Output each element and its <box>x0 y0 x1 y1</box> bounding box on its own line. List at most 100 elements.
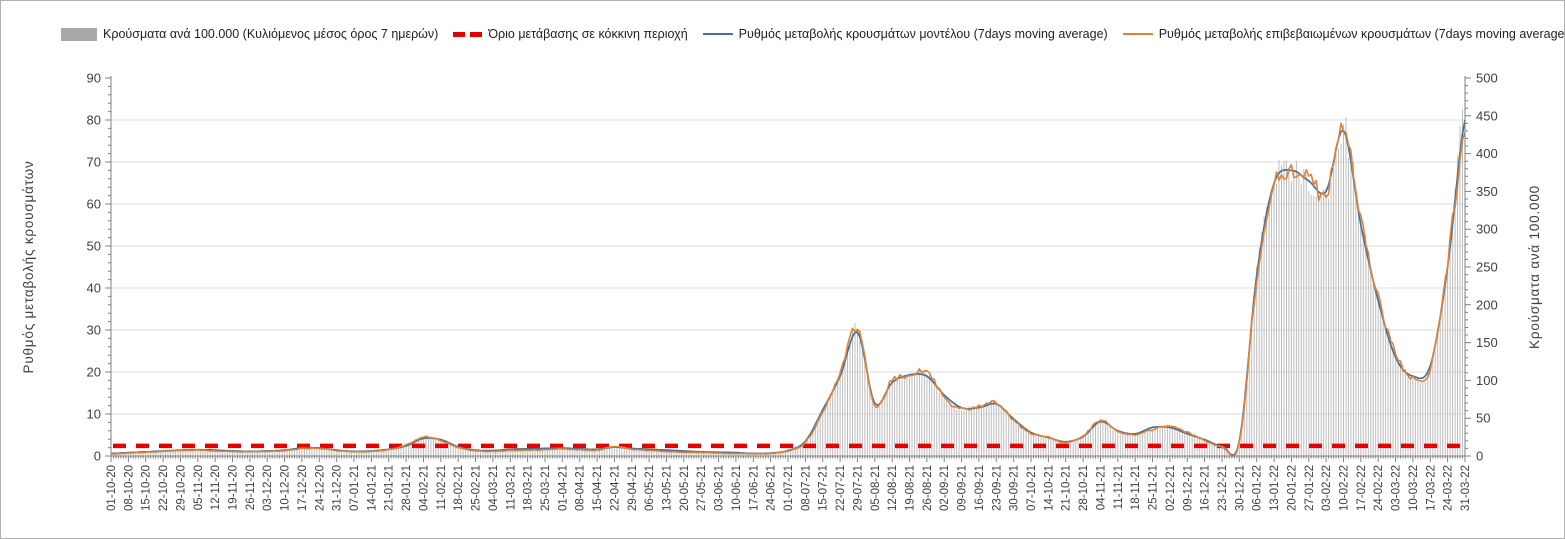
svg-text:200: 200 <box>1476 297 1498 312</box>
svg-text:30-12-21: 30-12-21 <box>1234 465 1246 511</box>
svg-text:13-05-21: 13-05-21 <box>662 465 674 511</box>
svg-text:14-10-21: 14-10-21 <box>1043 465 1055 511</box>
svg-text:21-01-21: 21-01-21 <box>384 465 396 511</box>
svg-text:11-11-21: 11-11-21 <box>1113 465 1125 509</box>
legend-label: Όριο μετάβασης σε κόκκινη περιοχή <box>488 27 688 41</box>
legend-label: Ρυθμός μεταβολής κρουσμάτων μοντέλου (7d… <box>738 27 1108 41</box>
svg-text:10-03-22: 10-03-22 <box>1408 465 1420 511</box>
svg-text:27-05-21: 27-05-21 <box>696 465 708 511</box>
svg-text:300: 300 <box>1476 222 1498 237</box>
svg-text:Κρούσματα ανά 100.000: Κρούσματα ανά 100.000 <box>1527 185 1542 349</box>
svg-text:0: 0 <box>1476 449 1483 464</box>
legend-label: Κρούσματα ανά 100.000 (Κυλιόμενος μέσος … <box>103 27 439 41</box>
orange-line-icon <box>1122 33 1153 35</box>
svg-text:17-12-20: 17-12-20 <box>297 465 309 511</box>
svg-text:25-03-21: 25-03-21 <box>540 465 552 511</box>
svg-text:23-12-21: 23-12-21 <box>1217 465 1229 511</box>
svg-text:Ρυθμός μεταβολής κρουσμάτων: Ρυθμός μεταβολής κρουσμάτων <box>21 161 36 374</box>
legend-item-confirmed-rate: Ρυθμός μεταβολής επιβεβαιωμένων κρουσμάτ… <box>1122 25 1565 43</box>
svg-text:15-04-21: 15-04-21 <box>592 465 604 511</box>
svg-text:22-07-21: 22-07-21 <box>835 465 847 511</box>
svg-text:20-05-21: 20-05-21 <box>679 465 691 511</box>
svg-text:04-02-21: 04-02-21 <box>419 465 431 511</box>
svg-text:05-11-20: 05-11-20 <box>193 465 205 510</box>
svg-text:11-03-21: 11-03-21 <box>505 465 517 510</box>
svg-text:10-12-20: 10-12-20 <box>280 465 292 511</box>
svg-text:04-03-21: 04-03-21 <box>488 465 500 511</box>
svg-text:18-11-21: 18-11-21 <box>1130 465 1142 510</box>
svg-text:10: 10 <box>87 407 101 422</box>
svg-text:07-10-21: 07-10-21 <box>1026 465 1038 511</box>
svg-text:18-03-21: 18-03-21 <box>523 465 535 511</box>
svg-text:02-09-21: 02-09-21 <box>939 465 951 511</box>
svg-text:06-01-22: 06-01-22 <box>1252 465 1264 511</box>
svg-text:250: 250 <box>1476 260 1498 275</box>
svg-text:28-01-21: 28-01-21 <box>401 465 413 511</box>
chart-legend: Κρούσματα ανά 100.000 (Κυλιόμενος μέσος … <box>61 25 1565 43</box>
svg-text:25-02-21: 25-02-21 <box>471 465 483 511</box>
svg-text:05-08-21: 05-08-21 <box>870 465 882 511</box>
svg-text:24-03-22: 24-03-22 <box>1443 465 1455 511</box>
svg-text:100: 100 <box>1476 373 1498 388</box>
svg-text:22-04-21: 22-04-21 <box>609 465 621 511</box>
dashed-line-icon <box>453 31 483 37</box>
blue-line-icon <box>702 33 733 35</box>
svg-text:11-02-21: 11-02-21 <box>436 465 448 510</box>
svg-text:21-10-21: 21-10-21 <box>1061 465 1073 511</box>
svg-text:27-01-22: 27-01-22 <box>1304 465 1316 511</box>
svg-text:03-03-22: 03-03-22 <box>1391 465 1403 511</box>
legend-item-cases-per-100k: Κρούσματα ανά 100.000 (Κυλιόμενος μέσος … <box>61 25 438 43</box>
svg-text:07-01-21: 07-01-21 <box>349 465 361 511</box>
svg-text:10-06-21: 10-06-21 <box>731 465 743 511</box>
svg-text:26-11-20: 26-11-20 <box>245 465 257 510</box>
svg-text:23-09-21: 23-09-21 <box>991 465 1003 511</box>
svg-text:19-08-21: 19-08-21 <box>905 465 917 511</box>
svg-text:60: 60 <box>87 197 101 212</box>
svg-text:20-01-22: 20-01-22 <box>1286 465 1298 511</box>
svg-text:16-12-21: 16-12-21 <box>1200 465 1212 511</box>
svg-text:12-11-20: 12-11-20 <box>210 465 222 510</box>
svg-text:26-08-21: 26-08-21 <box>922 465 934 511</box>
svg-text:03-06-21: 03-06-21 <box>714 465 726 511</box>
svg-text:150: 150 <box>1476 335 1498 350</box>
svg-text:09-09-21: 09-09-21 <box>957 465 969 511</box>
svg-text:16-09-21: 16-09-21 <box>974 465 986 511</box>
svg-text:25-11-21: 25-11-21 <box>1148 465 1160 510</box>
svg-text:80: 80 <box>87 113 101 128</box>
svg-text:18-02-21: 18-02-21 <box>453 465 465 511</box>
legend-label: Ρυθμός μεταβολής επιβεβαιωμένων κρουσμάτ… <box>1158 27 1565 41</box>
svg-text:350: 350 <box>1476 184 1498 199</box>
svg-text:20: 20 <box>87 365 101 380</box>
svg-text:500: 500 <box>1476 71 1498 86</box>
svg-text:31-03-22: 31-03-22 <box>1460 465 1472 511</box>
svg-text:04-11-21: 04-11-21 <box>1096 465 1108 510</box>
svg-text:24-12-20: 24-12-20 <box>314 465 326 511</box>
svg-text:29-04-21: 29-04-21 <box>627 465 639 511</box>
svg-text:06-05-21: 06-05-21 <box>644 465 656 511</box>
svg-text:14-01-21: 14-01-21 <box>366 465 378 511</box>
svg-text:400: 400 <box>1476 146 1498 161</box>
svg-text:90: 90 <box>87 71 101 86</box>
svg-text:17-03-22: 17-03-22 <box>1425 465 1437 511</box>
bar-swatch-icon <box>61 27 97 41</box>
svg-text:08-10-20: 08-10-20 <box>123 465 135 511</box>
svg-text:70: 70 <box>87 155 101 170</box>
svg-text:50: 50 <box>87 239 101 254</box>
svg-text:02-12-21: 02-12-21 <box>1165 465 1177 511</box>
svg-text:30-09-21: 30-09-21 <box>1009 465 1021 511</box>
svg-text:15-10-20: 15-10-20 <box>141 465 153 511</box>
legend-item-red-threshold: Όριο μετάβασης σε κόκκινη περιοχή <box>453 25 688 43</box>
svg-text:10-02-22: 10-02-22 <box>1339 465 1351 511</box>
svg-text:40: 40 <box>87 281 101 296</box>
svg-text:08-07-21: 08-07-21 <box>800 465 812 511</box>
svg-text:13-01-22: 13-01-22 <box>1269 465 1281 511</box>
svg-text:19-11-20: 19-11-20 <box>228 465 240 510</box>
svg-text:31-12-20: 31-12-20 <box>332 465 344 511</box>
svg-text:29-07-21: 29-07-21 <box>852 465 864 511</box>
svg-text:28-10-21: 28-10-21 <box>1078 465 1090 511</box>
svg-text:22-10-20: 22-10-20 <box>158 465 170 511</box>
svg-text:0: 0 <box>94 449 101 464</box>
svg-text:03-12-20: 03-12-20 <box>262 465 274 511</box>
